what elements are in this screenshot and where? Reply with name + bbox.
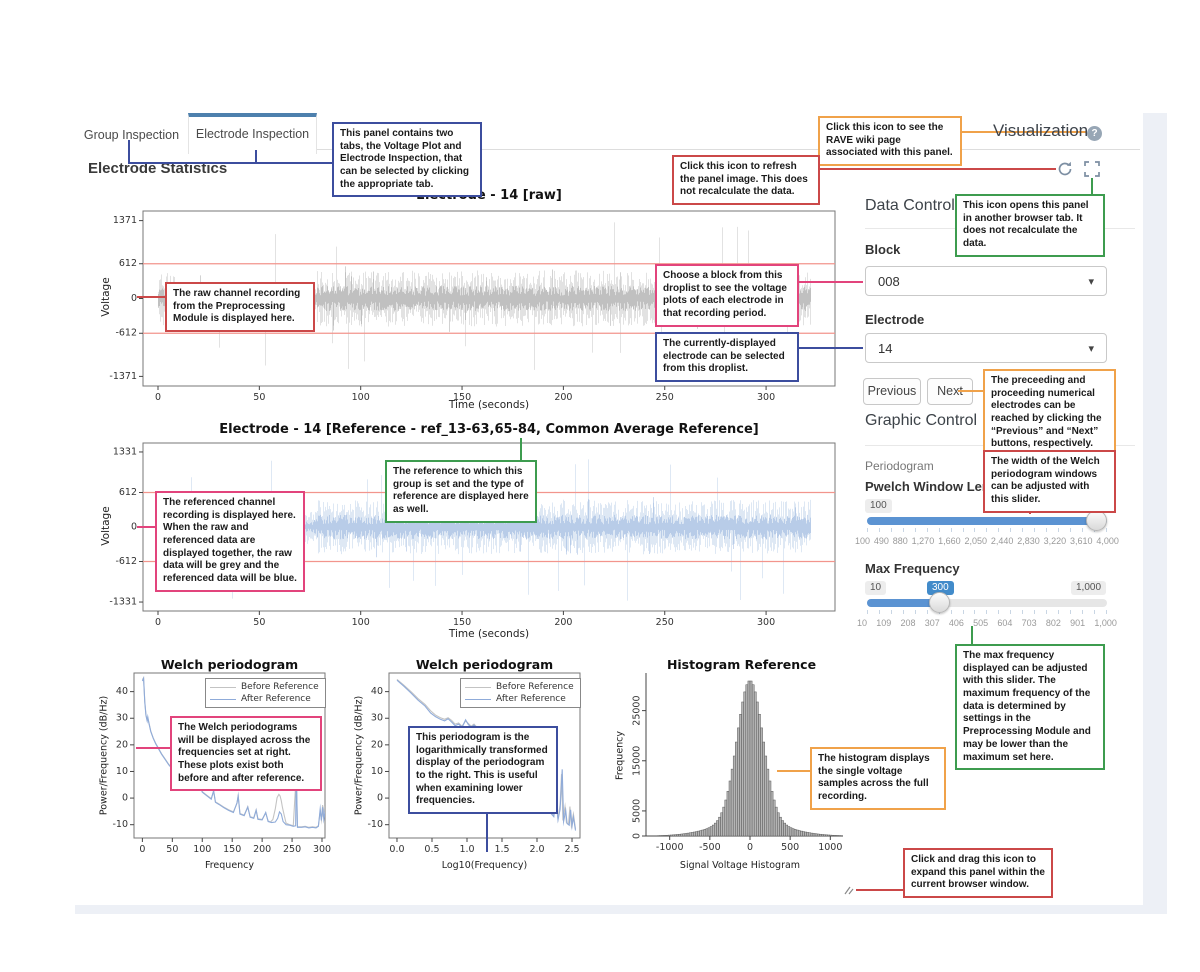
y-axis-label-welch: Power/Frequency (dB/Hz) <box>98 695 110 816</box>
annotation-refresh: Click this icon to refresh the panel ima… <box>672 155 820 206</box>
annotation-histogram: The histogram displays the single voltag… <box>810 747 946 810</box>
connector-line <box>971 626 973 644</box>
electrode-select[interactable]: 14 ▾ <box>865 333 1107 363</box>
annotation-welch: The Welch periodograms will be displayed… <box>170 716 322 792</box>
connector-line <box>137 296 165 298</box>
plot-title-welch-log: Welch periodogram <box>415 657 554 672</box>
max-freq-max-badge: 1,000 <box>1071 581 1107 595</box>
plot-title-welch: Welch periodogram <box>160 657 299 672</box>
resize-handle-icon[interactable] <box>843 883 855 895</box>
annotation-reference-title: The reference to which this group is set… <box>385 460 537 523</box>
annotation-open-tab: This icon opens this panel in another br… <box>955 194 1105 257</box>
annotation-max-freq: The max frequency displayed can be adjus… <box>955 644 1105 771</box>
x-axis-label-welch: Frequency <box>204 860 255 871</box>
tab-group-inspection[interactable]: Group Inspection <box>75 120 188 150</box>
after-reference-line <box>465 698 491 700</box>
x-axis-label-referenced: Time (seconds) <box>448 628 530 640</box>
electrode-label: Electrode <box>865 312 925 327</box>
previous-button[interactable]: Previous <box>863 378 921 405</box>
connector-line <box>1091 178 1093 196</box>
before-reference-line <box>210 686 236 688</box>
annotation-raw: The raw channel recording from the Prepr… <box>165 282 315 333</box>
connector-line <box>958 390 983 392</box>
pwelch-slider-ticks: 100 490 880 1,270 1,660 2,050 2,440 2,830 3,220 3… <box>855 536 1119 546</box>
max-freq-slider-handle[interactable] <box>929 592 950 613</box>
max-freq-slider-track[interactable] <box>867 599 1107 607</box>
welch-log-legend: Before Reference After Reference <box>460 678 581 708</box>
page-background-strip <box>75 905 1167 914</box>
refresh-icon[interactable] <box>1056 160 1074 178</box>
connector-line <box>255 150 257 164</box>
max-freq-slider-tickmarks <box>867 610 1107 614</box>
connector-line <box>137 526 155 528</box>
pwelch-min-badge: 100 <box>865 499 892 513</box>
tab-electrode-inspection[interactable]: Electrode Inspection <box>188 113 317 154</box>
annotation-tabs: This panel contains two tabs, the Voltag… <box>332 122 482 198</box>
histogram-plot <box>598 653 850 871</box>
chevron-down-icon: ▾ <box>1088 342 1094 355</box>
data-control-heading: Data Control <box>865 197 955 214</box>
connector-line <box>797 281 863 283</box>
annotation-referenced: The referenced channel recording is disp… <box>155 491 305 592</box>
connector-line <box>856 889 903 891</box>
tabbar-divider <box>75 149 1140 150</box>
annotation-block: Choose a block from this droplist to see… <box>655 264 799 327</box>
x-axis-label-raw: Time (seconds) <box>448 399 530 411</box>
block-label: Block <box>865 242 901 257</box>
periodogram-label: Periodogram <box>865 459 934 473</box>
before-reference-line <box>465 686 491 688</box>
page-title: Electrode Statistics <box>88 160 228 177</box>
y-axis-label-histogram: Frequency <box>614 730 626 781</box>
connector-line <box>136 747 170 749</box>
chevron-down-icon: ▾ <box>1088 275 1094 288</box>
after-reference-line <box>210 698 236 700</box>
graphic-control-heading: Graphic Control <box>865 412 978 429</box>
max-freq-value-badge: 300 <box>927 581 954 595</box>
block-select[interactable]: 008 ▾ <box>865 266 1107 296</box>
panel-title: Visualization <box>993 121 1089 140</box>
connector-line <box>128 162 334 164</box>
connector-line <box>777 770 810 772</box>
annotation-pwelch-slider: The width of the Welch periodogram windo… <box>983 450 1116 513</box>
plot-title-referenced: Electrode - 14 [Reference - ref_13-63,65… <box>219 422 759 437</box>
connector-line <box>486 799 488 852</box>
annotation-wiki: Click this icon to see the RAVE wiki pag… <box>818 116 962 167</box>
pwelch-slider-tickmarks <box>867 528 1107 532</box>
max-freq-slider-fill <box>867 599 940 607</box>
pwelch-slider-handle[interactable] <box>1086 510 1107 531</box>
electrode-select-value: 14 <box>878 340 893 356</box>
plot-title-histogram: Histogram Reference <box>666 657 817 672</box>
max-freq-min-badge: 10 <box>865 581 887 595</box>
connector-line <box>797 347 863 349</box>
legend-label: After Reference <box>496 694 566 704</box>
legend-label: After Reference <box>241 694 311 704</box>
connector-line <box>520 438 522 460</box>
y-axis-label-welch-log: Power/Frequency (dB/Hz) <box>353 695 365 816</box>
block-select-value: 008 <box>878 273 900 289</box>
help-icon[interactable]: ? <box>1087 126 1102 141</box>
connector-line <box>818 168 1056 170</box>
x-axis-label-histogram: Signal Voltage Histogram <box>679 860 801 871</box>
pwelch-slider-track[interactable] <box>867 517 1107 525</box>
annotation-prev-next: The preceeding and proceeding numerical … <box>983 369 1116 458</box>
page-background-strip <box>1143 113 1167 913</box>
welch-legend: Before Reference After Reference <box>205 678 326 708</box>
annotation-electrode: The currently-displayed electrode can be… <box>655 332 799 383</box>
legend-label: Before Reference <box>241 682 319 692</box>
expand-icon[interactable] <box>1083 160 1101 178</box>
legend-label: Before Reference <box>496 682 574 692</box>
annotation-log-welch: This periodogram is the logarithmically … <box>408 726 558 815</box>
x-axis-label-welch-log: Log10(Frequency) <box>441 860 528 871</box>
y-axis-label-raw: Voltage <box>100 277 112 317</box>
max-freq-slider-ticks: 10 109 208 307 406 505 604 703 802 901 1,000 <box>857 618 1117 628</box>
pwelch-window-length-label: Pwelch Window Length <box>865 479 1011 494</box>
connector-line <box>960 131 1086 133</box>
annotation-resize: Click and drag this icon to expand this … <box>903 848 1053 899</box>
connector-line <box>128 140 130 164</box>
y-axis-label-referenced: Voltage <box>100 506 112 546</box>
max-frequency-label: Max Frequency <box>865 561 960 576</box>
